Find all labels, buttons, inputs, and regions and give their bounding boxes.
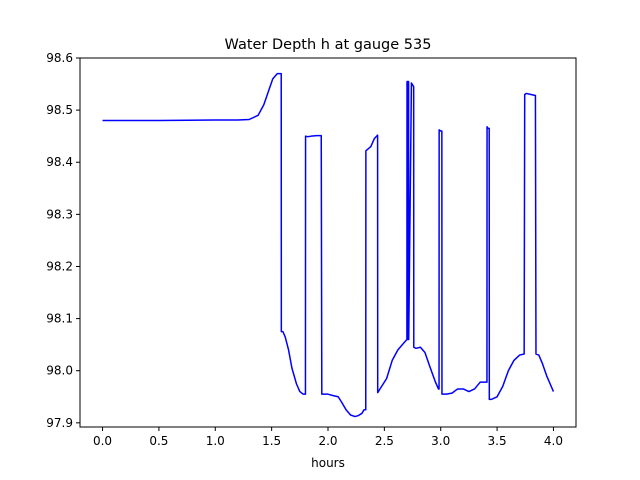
x-tick-label: 2.5 xyxy=(375,434,394,448)
y-tick-label: 98.3 xyxy=(46,207,73,221)
y-tick-label: 98.5 xyxy=(46,103,73,117)
x-tick-label: 1.0 xyxy=(206,434,225,448)
x-tick-label: 0.5 xyxy=(149,434,168,448)
y-tick-label: 98.1 xyxy=(46,312,73,326)
y-tick-label: 98.0 xyxy=(46,364,73,378)
x-axis-label: hours xyxy=(311,456,345,470)
x-tick-label: 3.5 xyxy=(488,434,507,448)
y-tick-label: 97.9 xyxy=(46,416,73,430)
series-line-0 xyxy=(102,72,555,418)
plot-content xyxy=(102,72,555,418)
chart-title: Water Depth h at gauge 535 xyxy=(225,37,432,53)
plot-frame xyxy=(79,57,577,428)
y-tick-label: 98.2 xyxy=(46,259,73,273)
y-tick-label: 98.4 xyxy=(46,155,73,169)
y-axis-ticks: 97.9 98.0 98.1 98.2 98.3 98.4 98.5 98.6 xyxy=(46,51,80,430)
x-tick-label: 0.0 xyxy=(93,434,112,448)
x-tick-label: 1.5 xyxy=(262,434,281,448)
x-tick-label: 2.0 xyxy=(318,434,337,448)
x-axis-ticks: 0.0 0.5 1.0 1.5 2.0 2.5 3.0 3.5 4.0 xyxy=(93,427,563,448)
y-tick-label: 98.6 xyxy=(46,51,73,65)
x-tick-label: 3.0 xyxy=(431,434,450,448)
x-tick-label: 4.0 xyxy=(544,434,563,448)
